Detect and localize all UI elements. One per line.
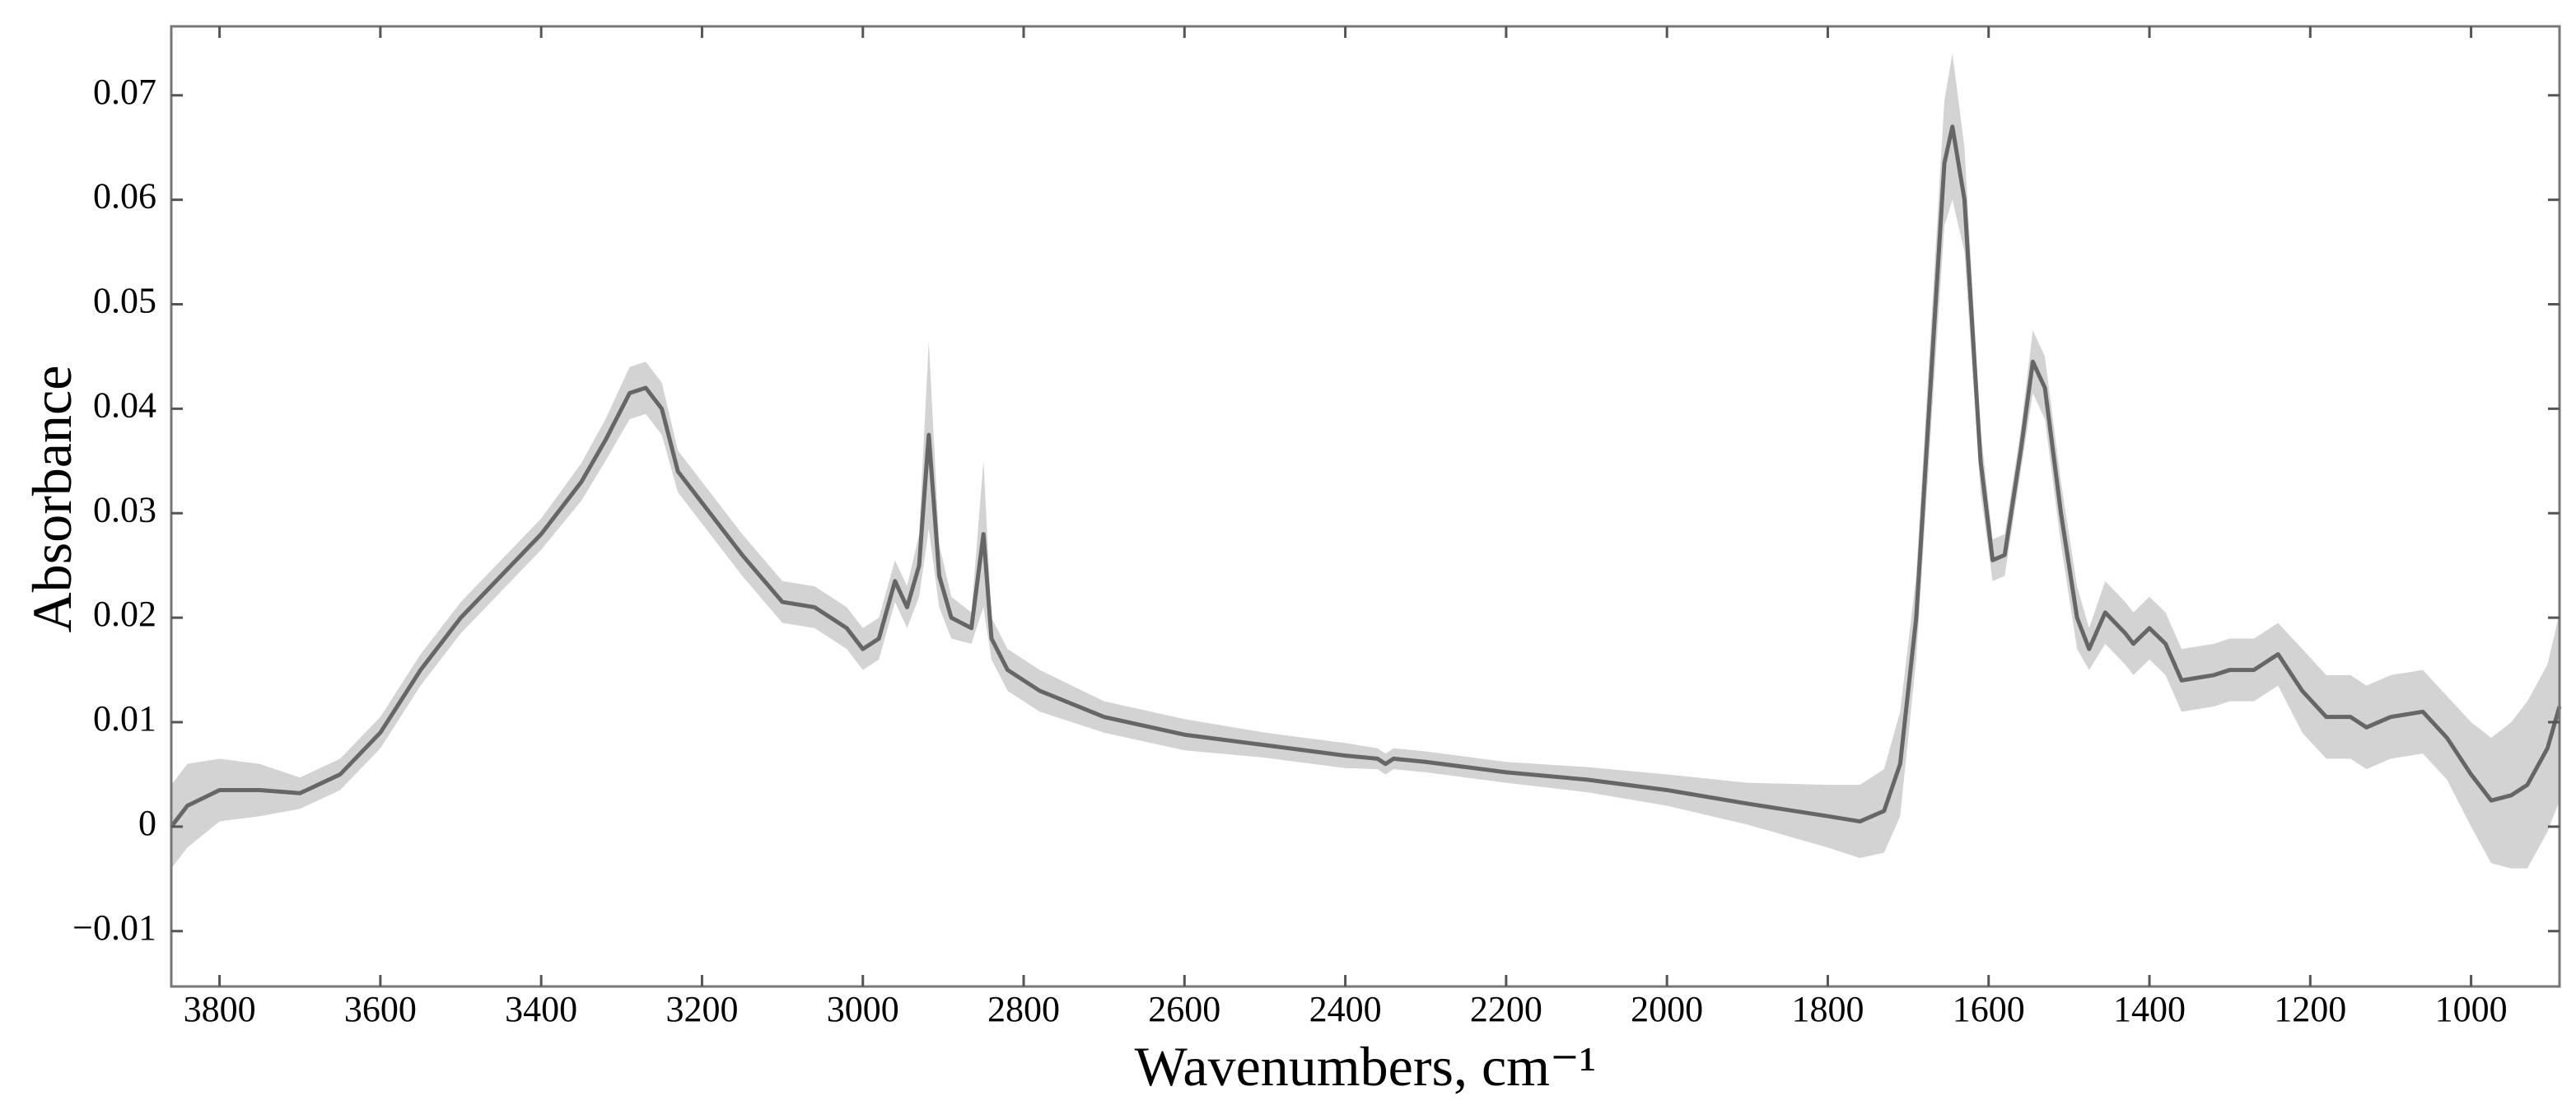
plot-frame	[170, 25, 2561, 988]
x-tick-label: 3400	[505, 989, 577, 1029]
x-tick-label: 1400	[2113, 989, 2186, 1029]
x-tick-label: 3200	[665, 989, 738, 1029]
y-tick-label: 0.01	[93, 698, 156, 739]
y-tick-label: −0.01	[72, 907, 156, 948]
y-tick-label: 0	[138, 803, 156, 843]
x-tick-label: 3000	[827, 989, 899, 1029]
y-tick-label: 0.04	[93, 385, 156, 425]
x-tick-label: 2400	[1309, 989, 1382, 1029]
x-axis-label: Wavenumbers, cm⁻¹	[1135, 1035, 1597, 1098]
y-tick-label: 0.05	[93, 281, 156, 321]
y-axis-label: Absorbance	[21, 366, 83, 633]
y-tick-label: 0.03	[93, 489, 156, 529]
y-tick-label: 0.07	[93, 72, 156, 112]
x-tick-label: 2200	[1470, 989, 1542, 1029]
y-tick-label: 0.02	[93, 594, 156, 634]
x-tick-label: 2000	[1631, 989, 1703, 1029]
line	[170, 124, 2562, 828]
x-tick-label: 1000	[2435, 989, 2508, 1029]
x-tick-label: 1800	[1791, 989, 1864, 1029]
y-tick-label: 0.06	[93, 176, 156, 217]
x-tick-label: 3800	[184, 989, 256, 1029]
x-tick-label: 3600	[344, 989, 417, 1029]
x-tick-label: 2800	[987, 989, 1060, 1029]
x-tick-label: 2600	[1148, 989, 1220, 1029]
x-tick-label: 1200	[2274, 989, 2346, 1029]
x-tick-label: 1600	[1953, 989, 2025, 1029]
band-area	[171, 53, 2560, 869]
